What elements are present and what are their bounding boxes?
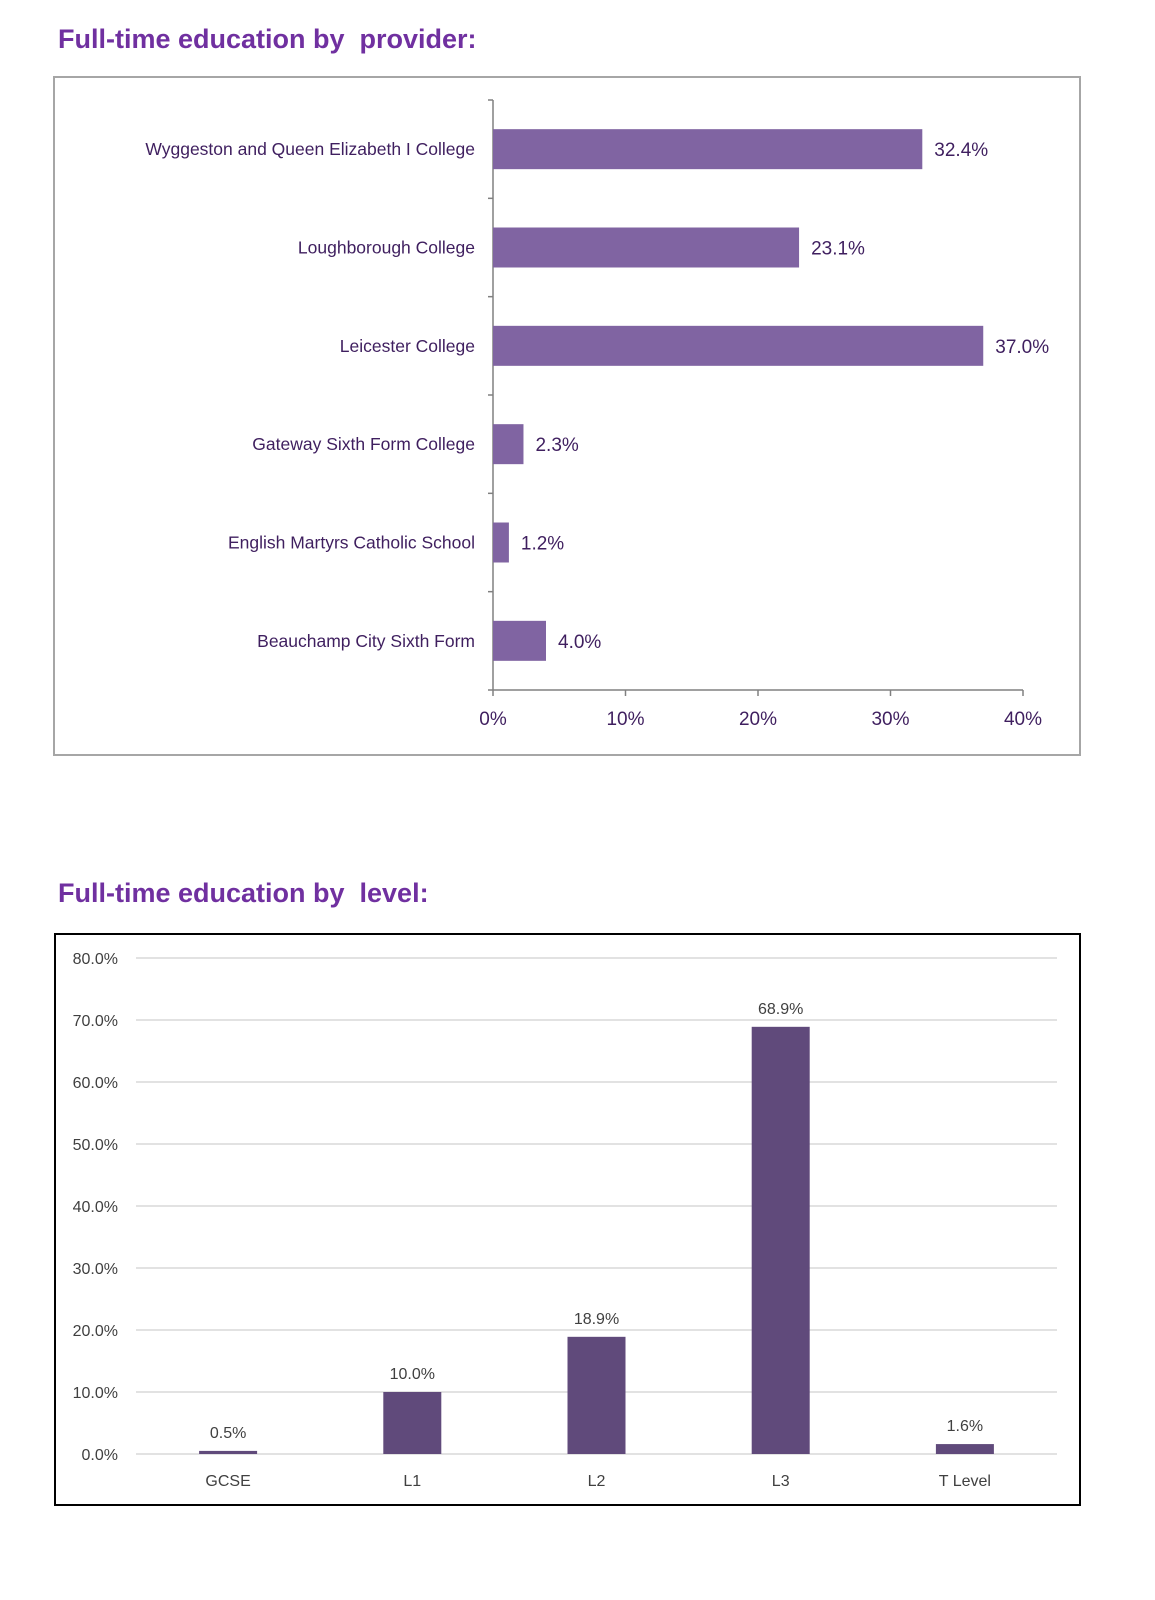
bar <box>493 129 923 170</box>
provider-chart-svg: 0% 10% 20% 30% 40% Wyggeston and Queen Elizab… <box>145 99 1049 730</box>
data-label: 18.9% <box>574 1311 619 1328</box>
category-label: L1 <box>403 1473 421 1490</box>
data-label: 10.0% <box>390 1366 435 1383</box>
bar <box>493 424 524 465</box>
y-tick-label: 70.0% <box>73 1013 118 1030</box>
data-label: 4.0% <box>558 632 601 653</box>
data-label: 23.1% <box>811 239 865 260</box>
data-label: 68.9% <box>758 1001 803 1018</box>
category-label: Wyggeston and Queen Elizabeth I College <box>145 139 475 159</box>
x-tick-label: 10% <box>606 709 644 730</box>
x-tick-label: 30% <box>871 709 909 730</box>
level-chart: 0.0% 10.0% 20.0% 30.0% 40.0% 50.0% 60.0% 70.0% 8… <box>54 933 1081 1506</box>
category-label: L2 <box>588 1473 606 1490</box>
level-chart-title: Full-time education by level: <box>58 878 429 908</box>
y-tick-label: 30.0% <box>73 1261 118 1278</box>
category-label: Beauchamp City Sixth Form <box>257 631 475 651</box>
y-tick-label: 60.0% <box>73 1075 118 1092</box>
y-tick-label: 40.0% <box>73 1199 118 1216</box>
y-tick-label: 0.0% <box>82 1447 118 1464</box>
category-label: L3 <box>772 1473 790 1490</box>
bar <box>935 1444 994 1454</box>
level-chart-svg: 0.0% 10.0% 20.0% 30.0% 40.0% 50.0% 60.0% 70.0% 8… <box>73 951 1057 1490</box>
data-label: 32.4% <box>934 140 988 161</box>
category-label: Gateway Sixth Form College <box>252 434 475 454</box>
data-label: 37.0% <box>995 337 1049 358</box>
y-tick-label: 10.0% <box>73 1385 118 1402</box>
y-tick-label: 50.0% <box>73 1137 118 1154</box>
bar <box>199 1450 258 1454</box>
provider-chart: 0% 10% 20% 30% 40% Wyggeston and Queen Elizab… <box>53 76 1081 756</box>
data-label: 1.2% <box>521 534 564 555</box>
data-label: 1.6% <box>947 1418 983 1435</box>
bar <box>383 1392 442 1454</box>
category-label: English Martyrs Catholic School <box>228 533 475 553</box>
category-label: GCSE <box>205 1473 250 1490</box>
x-tick-label: 40% <box>1004 709 1042 730</box>
y-tick-label: 80.0% <box>73 951 118 968</box>
bar <box>493 522 509 563</box>
category-label: Loughborough College <box>298 238 475 258</box>
bar <box>567 1336 626 1454</box>
bar <box>493 620 546 661</box>
bar <box>751 1026 810 1454</box>
bar <box>493 227 800 268</box>
bar <box>493 325 984 366</box>
category-label: Leicester College <box>340 336 475 356</box>
data-label: 0.5% <box>210 1425 246 1442</box>
x-tick-label: 0% <box>479 709 507 730</box>
category-label: T Level <box>939 1473 991 1490</box>
y-tick-label: 20.0% <box>73 1323 118 1340</box>
data-label: 2.3% <box>535 435 578 456</box>
x-tick-label: 20% <box>739 709 777 730</box>
provider-chart-title: Full-time education by provider: <box>58 24 477 54</box>
